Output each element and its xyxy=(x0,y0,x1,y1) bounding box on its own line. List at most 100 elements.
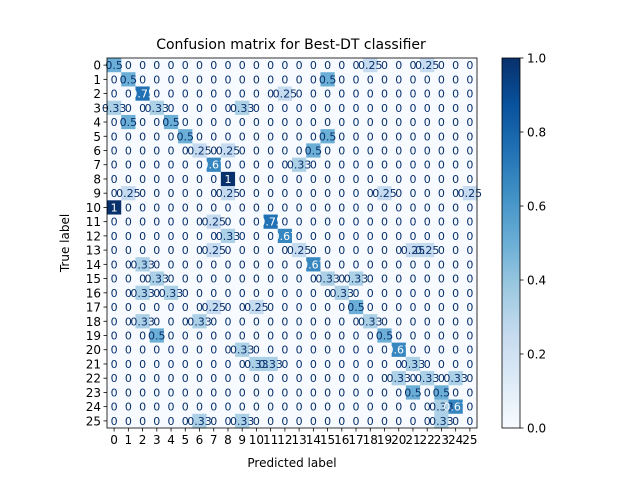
cell-value-label: 0 xyxy=(324,415,331,428)
cell-value-label: 0 xyxy=(210,344,217,357)
heatmap-cell xyxy=(163,171,179,187)
heatmap-cell xyxy=(462,285,478,301)
heatmap-cell xyxy=(391,356,407,372)
cell-value-label: 0 xyxy=(125,273,132,286)
heatmap-cell xyxy=(363,100,378,116)
heatmap-cell xyxy=(220,214,236,230)
cell-value-label: 0 xyxy=(125,230,132,243)
cell-value-label: 0 xyxy=(281,102,288,115)
cell-value-label: 0 xyxy=(310,159,317,172)
cell-value-label: 0.25 xyxy=(358,59,383,72)
cell-value-label: 0 xyxy=(267,273,274,286)
cell-value-label: 0 xyxy=(452,358,459,371)
heatmap-cell xyxy=(192,228,207,244)
heatmap-cell xyxy=(391,100,407,116)
cell-value-label: 0 xyxy=(409,173,416,186)
heatmap-cell xyxy=(306,214,321,230)
cell-value-label: 0 xyxy=(253,386,260,399)
heatmap-cell xyxy=(277,314,293,329)
heatmap-cell xyxy=(348,342,364,358)
cell-value-label: 0 xyxy=(253,201,260,214)
cell-value-label: 0 xyxy=(153,344,160,357)
heatmap-cell xyxy=(292,328,307,343)
cell-value-label: 0 xyxy=(324,201,331,214)
cell-value-label: 0 xyxy=(395,386,402,399)
y-tick-label: 3 xyxy=(93,101,101,115)
cell-value-label: 0 xyxy=(224,372,231,385)
heatmap-cell xyxy=(163,271,179,286)
cell-value-label: 0 xyxy=(438,258,445,271)
heatmap-cell xyxy=(292,214,307,230)
cell-value-label: 0 xyxy=(409,88,416,101)
heatmap-cell xyxy=(277,129,293,144)
cell-value-label: 0 xyxy=(452,59,459,72)
heatmap-cell xyxy=(249,100,264,116)
cell-value-label: 0 xyxy=(196,301,203,314)
heatmap-cell-labels: 0.5 0 0 0 0 0 0 0 0 0 0 0 0 0 0 0 0 00.250 0 00.250 0 00 0.5 0 0… xyxy=(102,59,482,428)
heatmap-cell xyxy=(348,413,364,429)
heatmap-cell xyxy=(434,58,449,73)
heatmap-cell xyxy=(135,342,150,358)
cell-value-label: 0.33 xyxy=(130,315,155,328)
heatmap-cell xyxy=(405,314,421,329)
heatmap-cell xyxy=(363,299,378,315)
heatmap-cell xyxy=(462,72,478,87)
cell-value-label: 0 xyxy=(424,330,431,343)
heatmap-cell xyxy=(192,342,207,358)
cell-value-label: 0 xyxy=(381,287,388,300)
cell-value-label: 0 xyxy=(281,173,288,186)
heatmap-cell xyxy=(263,243,279,258)
cell-value-label: 0 xyxy=(395,73,402,86)
heatmap-cell xyxy=(163,299,179,315)
heatmap-cell xyxy=(391,214,407,230)
cell-value-label: 0 xyxy=(281,116,288,129)
heatmap-cell xyxy=(348,214,364,230)
heatmap-cell xyxy=(363,200,378,215)
heatmap-cell xyxy=(277,342,293,358)
cell-value-label: 0 xyxy=(438,159,445,172)
cell-value-label: 0 xyxy=(111,415,118,428)
cell-value-label: 0 xyxy=(224,59,231,72)
heatmap-cell xyxy=(178,214,193,230)
cell-value-label: 0.33 xyxy=(145,102,170,115)
heatmap-cell xyxy=(107,356,122,372)
cell-value-label: 0 xyxy=(224,88,231,101)
cell-value-label: 0.33 xyxy=(287,159,312,172)
cell-value-label: 0 xyxy=(466,401,473,414)
x-tick-label: 7 xyxy=(210,433,218,447)
cell-value-label: 0 xyxy=(196,116,203,129)
heatmap-cell xyxy=(363,228,378,244)
cell-value-label: 0 xyxy=(395,201,402,214)
heatmap-cell xyxy=(220,171,236,187)
cell-value-label: 0 xyxy=(153,73,160,86)
heatmap-cell xyxy=(434,257,449,272)
cell-value-label: 0 xyxy=(224,258,231,271)
cell-value-label: 0 xyxy=(182,145,189,158)
cell-value-label: 0.25 xyxy=(372,187,397,200)
cell-value-label: 0 xyxy=(182,59,189,72)
cell-value-label: 0 xyxy=(424,73,431,86)
heatmap-cell xyxy=(235,257,250,272)
heatmap-cell xyxy=(263,342,279,358)
heatmap-cell xyxy=(420,228,435,244)
y-tick-label: 18 xyxy=(86,315,101,329)
cell-value-label: 0 xyxy=(111,372,118,385)
heatmap-cell xyxy=(434,243,449,258)
cell-value-label: 0 xyxy=(210,102,217,115)
heatmap-cell xyxy=(334,243,350,258)
heatmap-cell xyxy=(263,186,279,201)
cell-value-label: 0 xyxy=(253,415,260,428)
cell-value-label: 0 xyxy=(210,187,217,200)
heatmap-cell xyxy=(348,257,364,272)
heatmap-cell xyxy=(220,385,236,400)
cell-value-label: 0 xyxy=(409,415,416,428)
heatmap-cell xyxy=(334,214,350,230)
cell-value-label: 0 xyxy=(253,216,260,229)
cell-value-label: 0 xyxy=(424,258,431,271)
cell-value-label: 0 xyxy=(125,358,132,371)
heatmap-cell xyxy=(178,314,193,329)
cell-value-label: 0 xyxy=(139,415,146,428)
heatmap-cell xyxy=(448,129,464,144)
cell-value-label: 0 xyxy=(224,73,231,86)
cell-value-label: 0.25 xyxy=(287,244,312,257)
